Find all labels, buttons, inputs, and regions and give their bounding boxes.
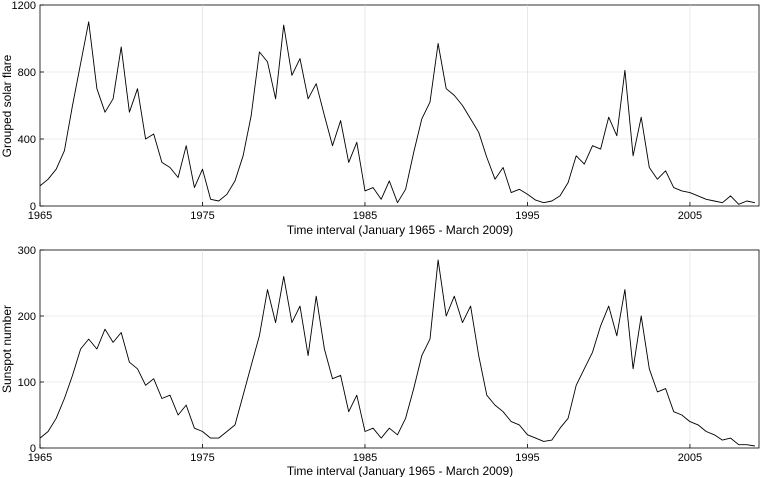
sunspot-panel: 1965 1975 1985 1995 2005 0 100 200 300 Time inte…: [0, 245, 760, 477]
sunspot-x-axis-label: Time interval (January 1965 - March 2009…: [287, 464, 513, 477]
solar-flare-plot-frame: [39, 4, 760, 207]
solar-flare-y-axis-label: Grouped solar flare: [0, 54, 14, 157]
sunspot-y-tick-label: 200: [18, 311, 36, 323]
solar-flare-panel: 1965 1975 1985 1995 2005 0 400 800 1200 Time int…: [0, 0, 760, 237]
grouped-solar-flare-series-line: [39, 21, 755, 205]
solar-flare-x-tick-label: 1975: [190, 210, 214, 222]
sunspot-number-series-line: [39, 259, 755, 447]
solar-flare-x-axis-label: Time interval (January 1965 - March 2009…: [287, 223, 513, 237]
solar-flare-y-tick-label: 0: [30, 201, 36, 213]
sunspot-x-tick-label: 1985: [353, 452, 377, 464]
solar-flare-y-tick-label: 400: [18, 134, 36, 146]
solar-flare-x-tick-label: 1995: [515, 210, 539, 222]
sunspot-x-tick-label: 2005: [678, 452, 702, 464]
solar-flare-x-tick-label: 1985: [353, 210, 377, 222]
sunspot-y-tick-label: 100: [18, 377, 36, 389]
sunspot-x-tick-label: 1995: [515, 452, 539, 464]
solar-flare-y-tick-label: 1200: [12, 0, 36, 12]
solar-flare-x-tick-label: 2005: [678, 210, 702, 222]
sunspot-x-tick-label: 1975: [190, 452, 214, 464]
sunspot-y-tick-label: 0: [30, 443, 36, 455]
sunspot-plot-frame: [39, 249, 760, 449]
sunspot-x-tick-label: 1965: [28, 452, 52, 464]
sunspot-y-axis-label: Sunspot number: [0, 305, 14, 393]
solar-flare-x-tick-label: 1965: [28, 210, 52, 222]
sunspot-y-tick-label: 300: [18, 245, 36, 257]
solar-flare-y-tick-label: 800: [18, 67, 36, 79]
